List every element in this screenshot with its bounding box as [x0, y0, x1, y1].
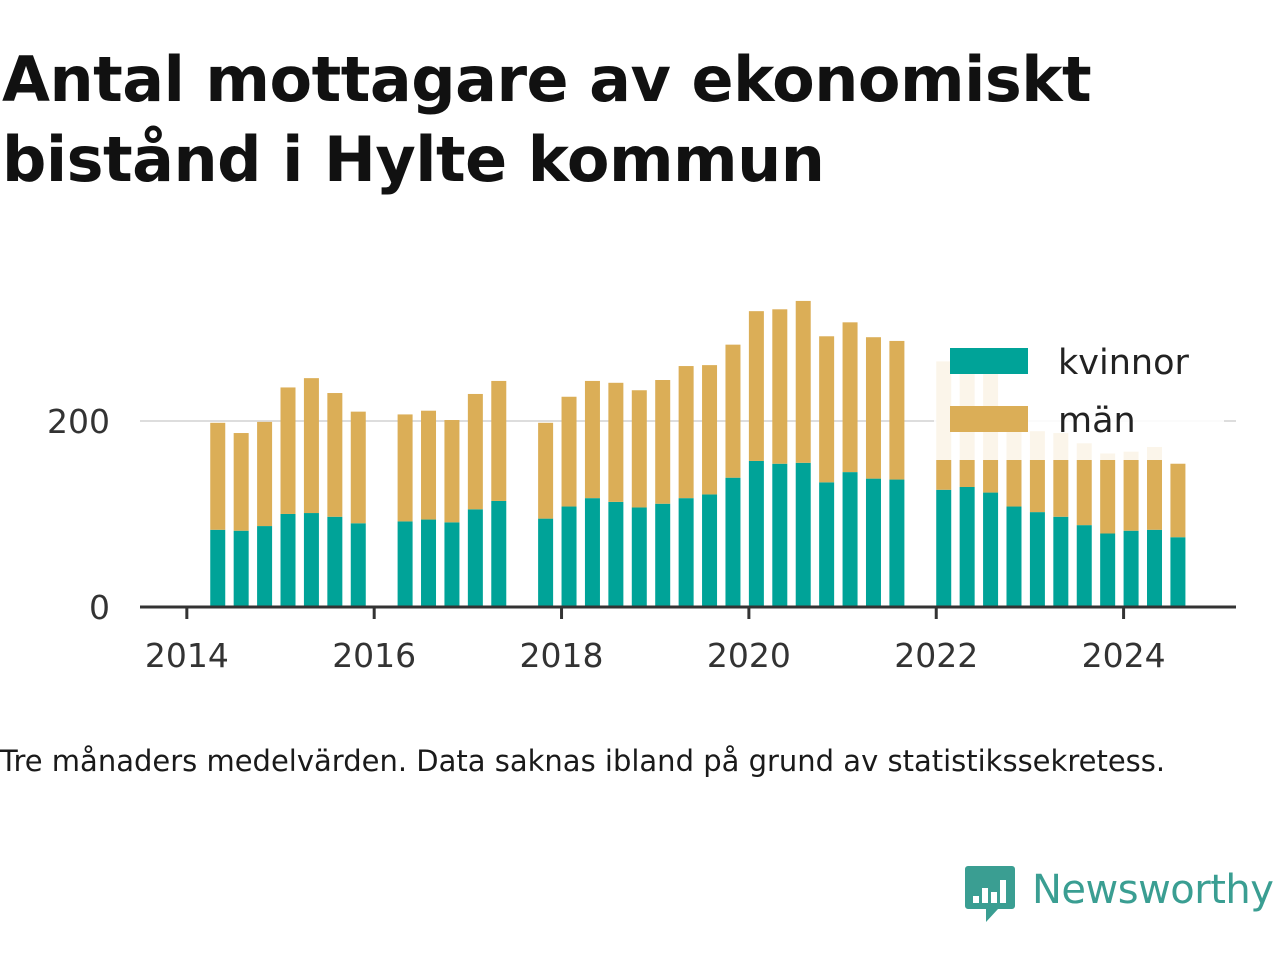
bar-kvinnor	[631, 507, 647, 607]
bar-man	[491, 380, 507, 501]
bar-kvinnor	[748, 460, 764, 607]
bar-kvinnor	[210, 529, 226, 607]
bar-man	[467, 393, 483, 510]
bar-man	[1123, 451, 1139, 531]
bar-man	[1100, 453, 1116, 534]
bar-kvinnor	[959, 486, 975, 607]
bar-kvinnor	[584, 498, 600, 607]
bar-man	[865, 337, 881, 479]
bar-man	[350, 411, 366, 524]
y-tick-label: 200	[47, 402, 110, 441]
bar-kvinnor	[1006, 506, 1022, 607]
bar-kvinnor	[444, 522, 460, 607]
bar-chart: 0 200 2014 2016 2018 2020 2022 2024 kvinnor män	[47, 300, 1236, 675]
bar-kvinnor	[1170, 537, 1186, 607]
bar-kvinnor	[1029, 512, 1045, 607]
bar-man	[631, 390, 647, 508]
bar-man	[257, 421, 273, 527]
bar-kvinnor	[725, 477, 741, 607]
bar-kvinnor	[842, 472, 858, 607]
y-axis: 0 200	[47, 402, 110, 627]
bar-kvinnor	[303, 513, 319, 607]
newsworthy-logo: Newsworthy	[964, 862, 1280, 926]
x-axis: 2014 2016 2018 2020 2022 2024	[140, 605, 1236, 675]
x-tick-label: 2018	[520, 636, 604, 675]
bar-kvinnor	[561, 506, 577, 607]
bar-kvinnor	[865, 478, 881, 607]
bar-man	[678, 366, 694, 499]
bar-man	[842, 322, 858, 473]
legend-swatch	[950, 348, 1028, 374]
chart-caption: Tre månaders medelvärden. Data saknas ib…	[0, 744, 1166, 778]
bar-kvinnor	[655, 503, 671, 607]
bar-kvinnor	[889, 479, 905, 607]
bar-kvinnor	[467, 509, 483, 607]
page-title: Antal mottagare av ekonomiskt bistånd i …	[2, 43, 1092, 196]
bar-man	[584, 380, 600, 499]
legend-label: kvinnor	[1058, 343, 1189, 383]
bar-man	[561, 396, 577, 507]
bar-kvinnor	[350, 523, 366, 607]
bar-man	[538, 422, 554, 519]
bar-kvinnor	[1076, 525, 1092, 607]
bar-man	[397, 414, 413, 522]
bar-kvinnor	[1100, 533, 1116, 607]
bar-man	[608, 382, 624, 502]
x-tick-label: 2016	[332, 636, 416, 675]
bar-man	[702, 365, 718, 495]
bar-kvinnor	[538, 518, 554, 607]
bar-kvinnor	[280, 513, 296, 607]
bar-man	[1170, 463, 1186, 538]
bar-man	[444, 420, 460, 523]
bar-man	[303, 378, 319, 514]
x-tick-label: 2014	[145, 636, 229, 675]
bar-kvinnor	[1053, 516, 1069, 607]
x-tick-label: 2022	[894, 636, 978, 675]
bar-kvinnor	[702, 494, 718, 607]
bar-kvinnor	[772, 463, 788, 607]
x-tick-label: 2020	[707, 636, 791, 675]
bar-kvinnor	[819, 482, 835, 607]
bar-kvinnor	[421, 519, 437, 607]
bar-kvinnor	[327, 516, 343, 607]
bar-kvinnor	[257, 526, 273, 607]
bar-kvinnor	[936, 489, 952, 607]
bar-man	[327, 393, 343, 517]
bar-man	[421, 410, 437, 520]
bar-kvinnor	[983, 492, 999, 607]
bar-kvinnor	[233, 530, 249, 607]
bar-kvinnor	[608, 501, 624, 607]
bar-man	[210, 422, 226, 530]
bar-kvinnor	[397, 521, 413, 607]
bar-man	[655, 380, 671, 504]
bar-man	[1076, 443, 1092, 526]
bar-man	[1147, 446, 1163, 530]
bar-kvinnor	[678, 498, 694, 607]
bar-man	[889, 340, 905, 480]
bar-man	[233, 433, 249, 531]
legend-label: män	[1058, 401, 1136, 441]
newsworthy-wordmark: Newsworthy	[1032, 867, 1274, 913]
bar-man	[795, 300, 811, 463]
bar-kvinnor	[491, 500, 507, 607]
bar-kvinnor	[1147, 529, 1163, 607]
x-tick-label: 2024	[1082, 636, 1166, 675]
bar-kvinnor	[1123, 530, 1139, 607]
bar-man	[772, 309, 788, 464]
newsworthy-logo-icon	[965, 866, 1015, 922]
bar-kvinnor	[795, 462, 811, 607]
bar-man	[280, 387, 296, 514]
legend-swatch	[950, 406, 1028, 432]
y-tick-label: 0	[89, 588, 110, 627]
bar-man	[819, 336, 835, 483]
bar-man	[748, 311, 764, 461]
legend: kvinnor män	[934, 330, 1224, 460]
bar-man	[725, 344, 741, 478]
